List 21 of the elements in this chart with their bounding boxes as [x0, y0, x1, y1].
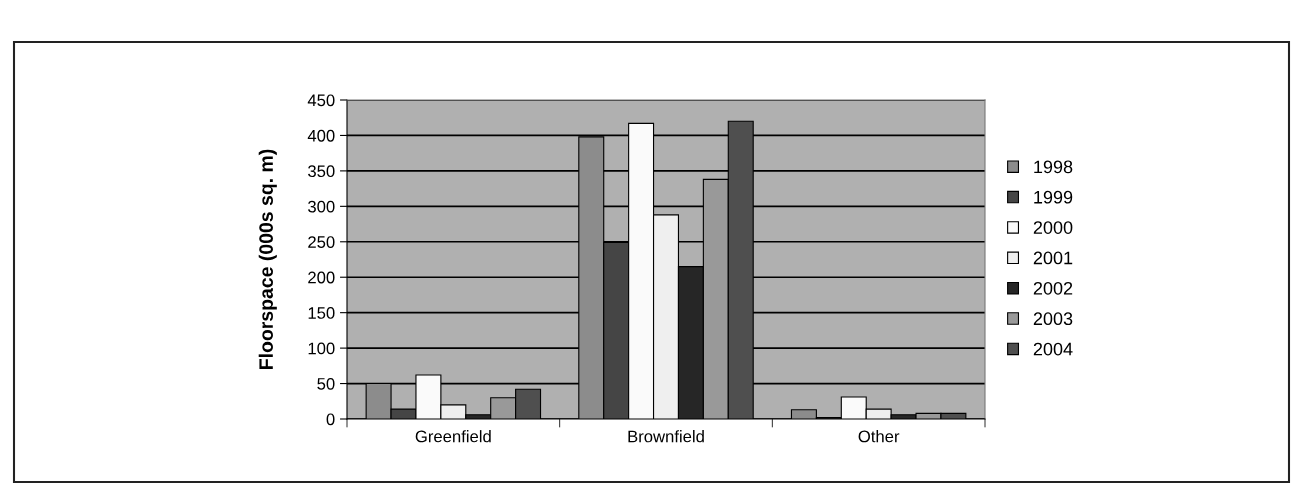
y-tick-label: 200 — [308, 271, 335, 284]
legend-label: 2001 — [1033, 251, 1073, 265]
x-tick-label: Greenfield — [415, 430, 491, 443]
legend-label: 1999 — [1034, 190, 1073, 204]
legend-label: 2000 — [1033, 221, 1073, 234]
y-tick-label: 250 — [308, 236, 335, 248]
y-axis-title: Floorspace (000s sq. m) — [258, 149, 277, 369]
y-tick-label: 350 — [308, 165, 335, 178]
y-tick-label: 450 — [307, 94, 335, 107]
y-tick-label: 0 — [326, 413, 335, 426]
y-tick-label: 50 — [317, 377, 335, 390]
y-tick-label: 400 — [307, 129, 335, 142]
x-tick-label: Other — [858, 430, 900, 443]
y-tick-label: 300 — [308, 200, 335, 213]
legend-label: 1998 — [1034, 160, 1073, 174]
legend-label: 2002 — [1033, 281, 1073, 295]
legend-label: 2003 — [1033, 312, 1073, 326]
y-tick-label: 100 — [308, 342, 335, 355]
x-tick-label: Brownfield — [628, 430, 704, 443]
y-tick-label: 150 — [308, 307, 335, 319]
legend-label: 2004 — [1033, 342, 1073, 356]
